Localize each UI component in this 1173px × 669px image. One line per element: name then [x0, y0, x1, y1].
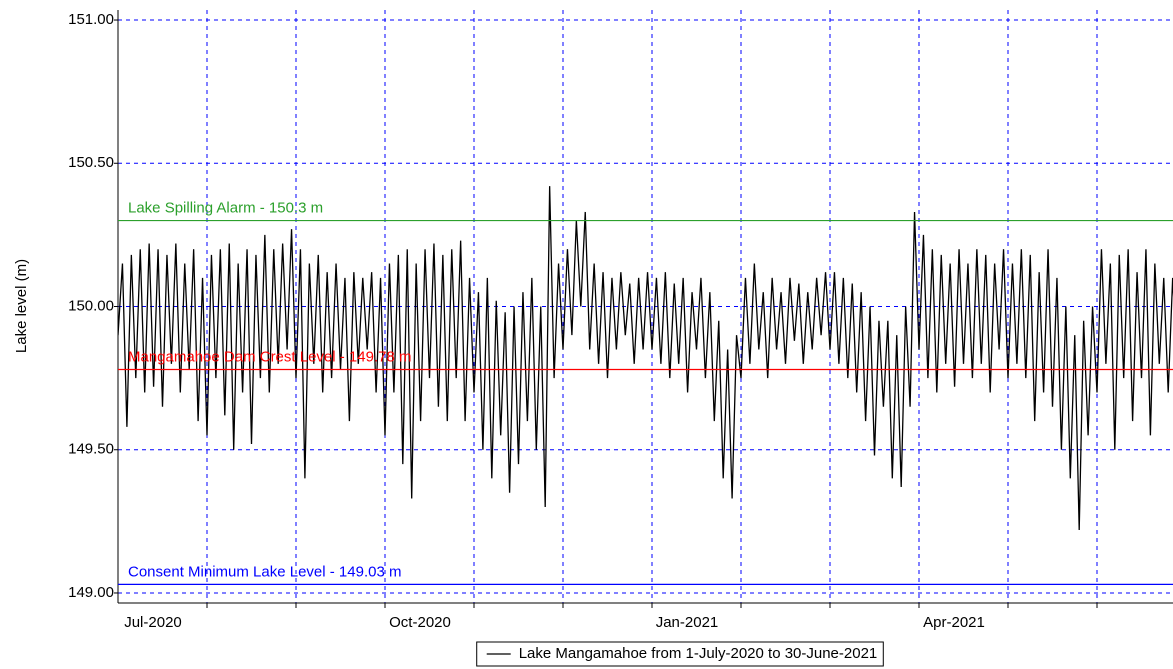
x-tick-label: Jul-2020: [124, 614, 182, 631]
y-tick-label: 150.00: [68, 297, 114, 314]
reference-label: Consent Minimum Lake Level - 149.03 m: [128, 563, 401, 580]
reference-label: Lake Spilling Alarm - 150.3 m: [128, 200, 323, 217]
data-line: [118, 186, 1173, 530]
legend-box: [476, 641, 884, 667]
y-tick-label: 150.50: [68, 154, 114, 171]
y-axis-label: Lake level (m): [13, 259, 30, 353]
y-tick-label: 149.50: [68, 441, 114, 458]
x-tick-label: Oct-2020: [389, 614, 451, 631]
legend: Lake Mangamahoe from 1-July-2020 to 30-J…: [476, 641, 884, 667]
y-tick-label: 149.00: [68, 584, 114, 601]
y-tick-label: 151.00: [68, 11, 114, 28]
legend-label: Lake Mangamahoe from 1-July-2020 to 30-J…: [519, 645, 878, 662]
x-tick-label: Jan-2021: [656, 614, 719, 631]
reference-label: Mangamahoe Dam Crest Level - 149.78 m: [128, 348, 411, 365]
x-tick-label: Apr-2021: [923, 614, 985, 631]
